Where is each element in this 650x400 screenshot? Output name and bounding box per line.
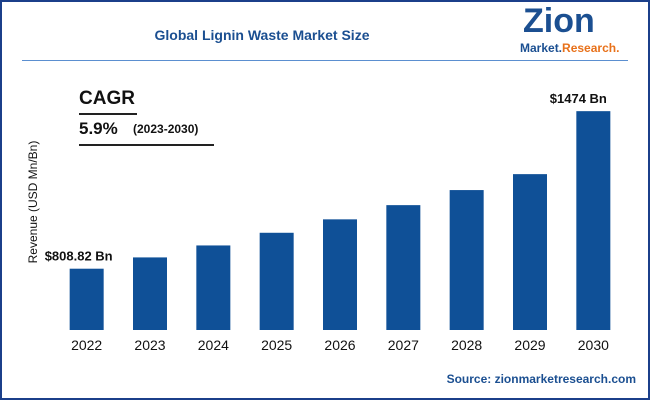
data-label-2030: $1474 Bn (550, 91, 607, 106)
cagr-value: 5.9% (79, 119, 118, 138)
source-text: zionmarketresearch.com (494, 372, 636, 386)
logo-sub-right: Research. (562, 41, 620, 55)
bar-2022 (69, 268, 104, 330)
logo-subtitle: Market.Research. (520, 41, 619, 55)
x-tick-2024: 2024 (198, 337, 229, 353)
cagr-period: (2023-2030) (133, 122, 199, 136)
x-tick-2026: 2026 (324, 337, 355, 353)
cagr-underline-short (79, 113, 137, 115)
title-divider (22, 60, 628, 61)
bar-2027 (386, 205, 421, 330)
x-tick-2030: 2030 (578, 337, 609, 353)
chart-title: Global Lignin Waste Market Size (154, 27, 370, 43)
x-tick-group: 2022 2023 2024 2025 2026 2027 2028 2029 2030 (71, 337, 609, 353)
data-label-group: $808.82 Bn $1474 Bn (45, 91, 607, 264)
x-tick-2028: 2028 (451, 337, 482, 353)
x-tick-2027: 2027 (388, 337, 419, 353)
bar-2026 (323, 219, 357, 330)
logo-word: Zion (523, 2, 595, 40)
bar-2024 (196, 245, 231, 330)
cagr-underline-long (79, 144, 214, 146)
bar-2023 (133, 257, 167, 330)
bar-2030 (576, 111, 611, 330)
x-tick-2022: 2022 (71, 337, 102, 353)
bar-group (69, 111, 611, 330)
logo-sub-left: Market. (520, 41, 563, 55)
x-tick-2025: 2025 (261, 337, 292, 353)
data-label-2022: $808.82 Bn (45, 249, 113, 264)
bar-2029 (513, 174, 547, 330)
bar-2025 (259, 232, 294, 330)
zion-logo: Zion Market.Research. (517, 2, 627, 58)
cagr-label: CAGR (79, 88, 135, 109)
x-tick-2023: 2023 (134, 337, 165, 353)
source-note: Source: zionmarketresearch.com (447, 372, 636, 386)
bar-2028 (449, 190, 484, 330)
source-label: Source: (446, 372, 492, 386)
x-tick-2029: 2029 (514, 337, 545, 353)
